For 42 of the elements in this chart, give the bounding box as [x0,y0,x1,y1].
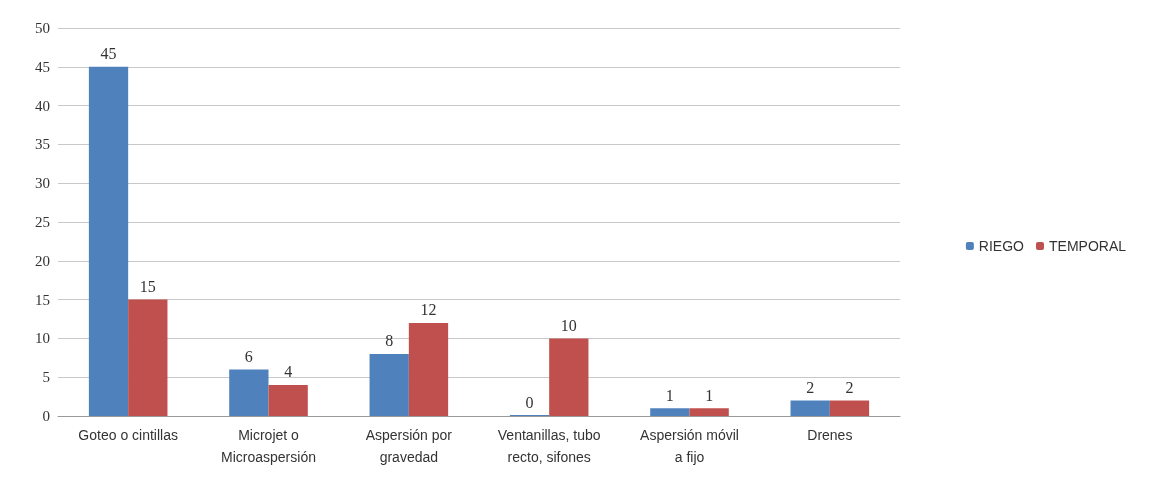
data-label: 2 [845,378,854,396]
bar [268,384,308,416]
y-tick-label: 5 [42,369,50,386]
y-tick-label: 50 [35,20,50,36]
data-label: 15 [139,278,156,296]
legend-label: TEMPORAL [1048,238,1127,254]
data-label: 45 [100,45,117,63]
y-tick-label: 40 [35,97,50,114]
y-tick-label: 20 [35,252,50,269]
data-label: 12 [420,301,437,319]
x-tick-label: Drenes [807,427,853,443]
data-label: 0 [525,393,534,411]
data-label: 4 [284,363,293,381]
y-tick-label: 10 [35,330,50,347]
x-tick-label: Ventanillas, tubo recto, sifones [497,427,601,465]
data-label: 8 [385,332,394,350]
data-label: 10 [560,316,577,334]
y-tick-label: 30 [35,175,50,192]
bar [650,408,690,416]
data-label: 2 [806,378,815,396]
x-tick-label: Aspersión por gravedad [365,427,453,465]
bar [790,400,830,416]
x-tick-label: Microjet o Microaspersión [221,427,316,465]
bar [88,66,129,416]
bar [128,299,168,416]
data-label: 1 [705,386,714,404]
x-tick-label: Aspersión móvil a fijo [640,427,739,465]
y-tick-label: 0 [42,408,50,424]
y-tick-label: 15 [35,291,50,308]
bar [369,353,409,416]
bar [229,369,269,416]
legend-label: RIEGO [978,238,1025,254]
data-label: 6 [244,347,253,365]
y-tick-label: 25 [35,214,50,230]
x-tick-label: Goteo o cintillas [78,427,178,443]
bar [549,338,589,416]
bar [408,322,449,416]
data-label: 1 [665,386,674,404]
bar [689,408,729,416]
y-tick-label: 35 [35,136,50,153]
y-tick-label: 45 [35,58,50,75]
bar [829,400,870,416]
